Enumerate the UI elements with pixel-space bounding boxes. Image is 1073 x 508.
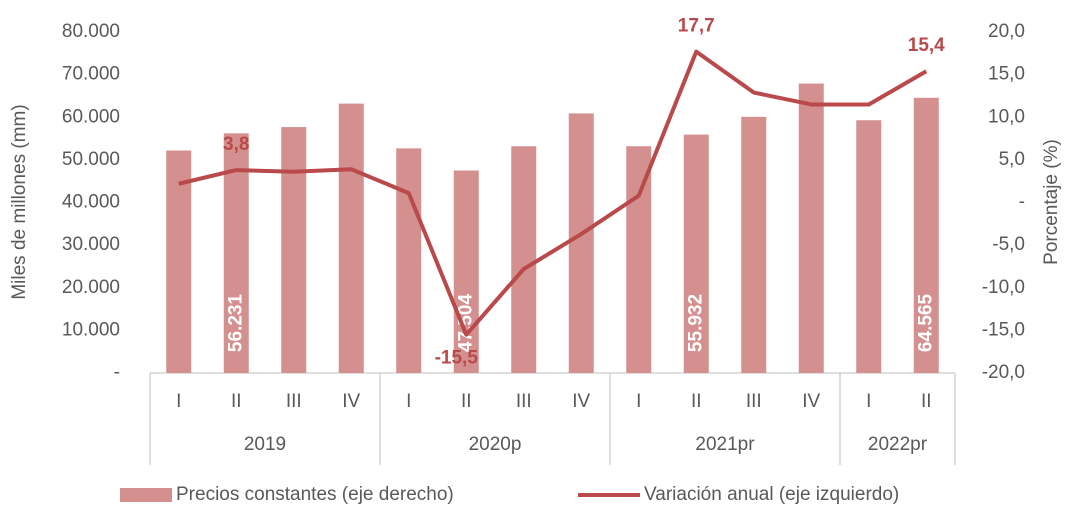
y-axis-label: Miles de millones (mm): [9, 104, 30, 299]
bar-value-label: 55.932: [685, 294, 706, 352]
group-label: 2022pr: [868, 434, 928, 455]
x-tick-label: IV: [802, 391, 820, 412]
bar-value-label: 47.504: [455, 294, 476, 353]
y-tick-label: 10.000: [62, 319, 120, 340]
y2-tick-label: 15,0: [988, 64, 1025, 85]
y2-tick-label: -15,0: [982, 319, 1025, 340]
line: [178, 49, 928, 337]
y2-tick-label: -5,0: [992, 234, 1025, 255]
y-tick-label: 40.000: [62, 192, 120, 213]
x-tick-label: III: [746, 391, 762, 412]
bar: [568, 113, 594, 373]
y-tick-label: 60.000: [62, 106, 120, 127]
line-value-label: 3,8: [223, 134, 249, 155]
y2-tick-label: 5,0: [999, 149, 1025, 170]
bar: [281, 127, 307, 374]
x-tick-label: I: [866, 391, 871, 412]
y-tick-label: 80.000: [62, 21, 120, 42]
x-tick-label: III: [516, 391, 532, 412]
bar: [856, 120, 882, 373]
bar: [396, 148, 422, 373]
x-tick-label: II: [691, 391, 702, 412]
group-label: 2021pr: [695, 434, 755, 455]
x-tick-label: I: [176, 391, 181, 412]
y-tick-label: -: [114, 362, 120, 383]
legend-label: Variación anual (eje izquierdo): [644, 484, 899, 505]
y-tick-label: 20.000: [62, 277, 120, 298]
bar: [626, 146, 652, 373]
y2-tick-label: 20,0: [988, 21, 1025, 42]
x-tick-label: IV: [342, 391, 360, 412]
bar: [913, 97, 939, 373]
bar: [338, 103, 364, 374]
group-label: 2020p: [469, 434, 522, 455]
x-tick-label: IV: [572, 391, 590, 412]
y2-axis-label: Porcentaje (%): [1041, 139, 1062, 265]
y2-tick-label: 10,0: [988, 106, 1025, 127]
group-label: 2019: [244, 434, 286, 455]
x-tick-label: II: [231, 391, 242, 412]
bar: [166, 150, 192, 373]
y2-tick-label: -10,0: [982, 277, 1025, 298]
line-value-label: 17,7: [678, 16, 715, 37]
bar: [511, 146, 537, 373]
y2-tick-label: -: [1019, 192, 1025, 213]
y-tick-label: 50.000: [62, 149, 120, 170]
bar: [741, 116, 767, 373]
x-tick-label: III: [286, 391, 302, 412]
y2-tick-label: -20,0: [982, 362, 1025, 383]
legend-swatch: [120, 488, 172, 502]
legend-label: Precios constantes (eje derecho): [176, 484, 454, 505]
y-tick-label: 70.000: [62, 64, 120, 85]
x-tick-label: II: [461, 391, 472, 412]
x-tick-label: I: [406, 391, 411, 412]
bar: [798, 83, 824, 374]
line-value-label: -15,5: [435, 348, 479, 369]
line-value-label: 15,4: [908, 35, 945, 56]
bar-value-label: 56.231: [225, 294, 246, 353]
bar: [683, 134, 709, 373]
x-tick-label: I: [636, 391, 641, 412]
x-tick-label: II: [921, 391, 932, 412]
bar: [453, 170, 479, 373]
y-tick-label: 30.000: [62, 234, 120, 255]
bar-value-label: 64.565: [915, 294, 936, 353]
